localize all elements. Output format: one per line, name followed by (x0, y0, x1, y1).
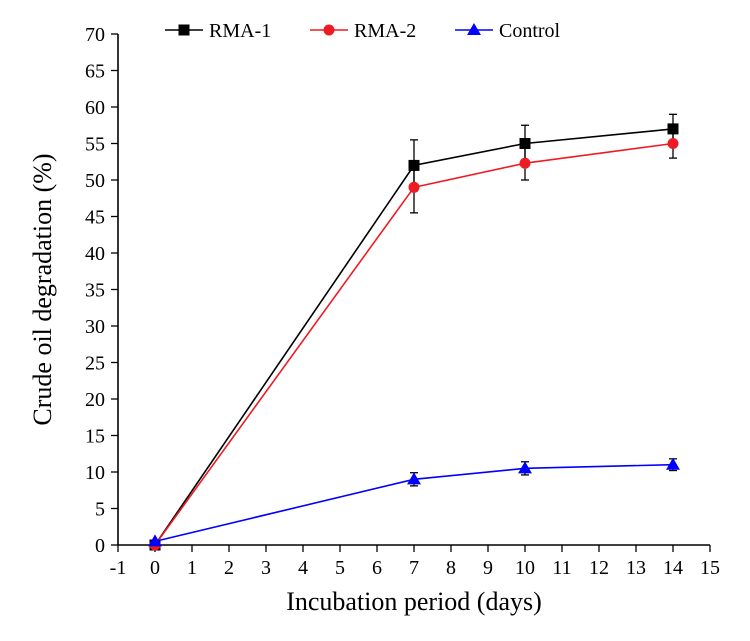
legend-item-rma2: RMA-2 (310, 20, 416, 42)
y-axis-label: Crude oil degradation (%) (28, 153, 57, 425)
axes: -101234567891011121314150510152025303540… (85, 24, 720, 579)
y-tick-label: 60 (85, 97, 105, 119)
marker-circle (668, 138, 679, 149)
marker-square (179, 25, 190, 36)
y-tick-label: 65 (85, 61, 105, 83)
marker-triangle (518, 461, 532, 473)
x-tick-label: 0 (150, 557, 160, 579)
legend-label: RMA-2 (354, 20, 416, 42)
x-tick-label: 15 (700, 557, 720, 579)
legend-item-control: Control (455, 20, 561, 42)
x-tick-label: 6 (372, 557, 382, 579)
x-tick-label: -1 (110, 557, 127, 579)
series-group (148, 114, 680, 550)
y-tick-label: 50 (85, 170, 105, 192)
chart-container: -101234567891011121314150510152025303540… (0, 0, 750, 641)
marker-triangle (467, 23, 481, 35)
marker-circle (324, 25, 335, 36)
x-tick-label: 7 (409, 557, 419, 579)
x-tick-label: 5 (335, 557, 345, 579)
legend: RMA-1 RMA-2 Control (165, 20, 561, 42)
marker-circle (520, 158, 531, 169)
x-tick-label: 13 (626, 557, 646, 579)
y-tick-label: 10 (85, 462, 105, 484)
x-axis-label: Incubation period (days) (286, 587, 542, 616)
series-rma2 (150, 129, 679, 551)
legend-item-rma1: RMA-1 (165, 20, 271, 42)
series-control (148, 458, 680, 547)
x-tick-label: 4 (298, 557, 308, 579)
x-tick-label: 3 (261, 557, 271, 579)
y-tick-label: 45 (85, 207, 105, 229)
y-tick-label: 5 (95, 499, 105, 521)
y-tick-label: 15 (85, 426, 105, 448)
x-tick-label: 9 (483, 557, 493, 579)
y-tick-label: 35 (85, 280, 105, 302)
x-tick-label: 1 (187, 557, 197, 579)
y-tick-label: 25 (85, 353, 105, 375)
legend-label: RMA-1 (209, 20, 271, 42)
x-tick-label: 14 (663, 557, 683, 579)
marker-triangle (666, 458, 680, 470)
x-tick-label: 11 (552, 557, 571, 579)
y-tick-label: 0 (95, 535, 105, 557)
line-chart: -101234567891011121314150510152025303540… (0, 0, 750, 641)
x-tick-label: 12 (589, 557, 609, 579)
y-tick-label: 70 (85, 24, 105, 46)
x-tick-label: 8 (446, 557, 456, 579)
marker-circle (409, 182, 420, 193)
x-tick-label: 2 (224, 557, 234, 579)
y-tick-label: 55 (85, 134, 105, 156)
y-tick-label: 20 (85, 389, 105, 411)
y-tick-label: 40 (85, 243, 105, 265)
x-tick-label: 10 (515, 557, 535, 579)
legend-label: Control (499, 20, 561, 42)
y-tick-label: 30 (85, 316, 105, 338)
